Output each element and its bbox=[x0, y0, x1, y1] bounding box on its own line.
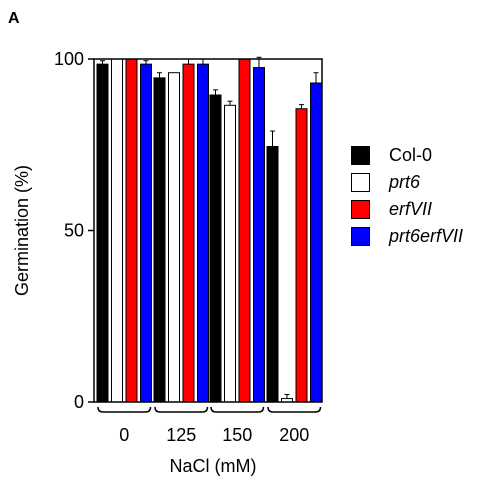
legend-swatch-erfVII bbox=[351, 200, 370, 219]
y-axis-label: Germination (%) bbox=[12, 165, 32, 296]
legend-item-Col-0: Col-0 bbox=[351, 142, 463, 169]
bar-Col-0-0 bbox=[96, 63, 109, 403]
legend-item-prt6: prt6 bbox=[351, 169, 463, 196]
bar-prt6erfVII-200 bbox=[310, 82, 322, 403]
group-bracket-0 bbox=[97, 406, 152, 413]
legend-label-erfVII: erfVII bbox=[389, 199, 433, 219]
group-bracket-125 bbox=[154, 406, 209, 413]
bar-erfVII-200 bbox=[295, 108, 308, 403]
group-bracket-150 bbox=[210, 406, 265, 413]
x-tick-label-150: 150 bbox=[222, 425, 252, 445]
bar-Col-0-150 bbox=[209, 94, 222, 403]
bar-prt6erfVII-150 bbox=[253, 67, 265, 403]
bar-Col-0-125 bbox=[153, 77, 166, 403]
legend-item-erfVII: erfVII bbox=[351, 196, 463, 223]
y-tick-label-0: 0 bbox=[74, 392, 84, 412]
group-bracket-200 bbox=[267, 406, 322, 413]
bar-prt6-125 bbox=[168, 72, 180, 403]
bar-prt6-0 bbox=[111, 58, 123, 403]
y-tick-label-100: 100 bbox=[54, 49, 84, 69]
y-tick-label-50: 50 bbox=[64, 221, 84, 241]
bar-prt6-150 bbox=[224, 104, 236, 403]
legend: Col-0 prt6 erfVII prt6erfVII bbox=[351, 142, 463, 250]
legend-label-prt6: prt6 bbox=[389, 172, 421, 192]
x-tick-label-125: 125 bbox=[166, 425, 196, 445]
bar-erfVII-150 bbox=[238, 58, 251, 403]
x-tick-label-200: 200 bbox=[279, 425, 309, 445]
bar-erfVII-0 bbox=[125, 58, 138, 403]
panel-label: A bbox=[8, 10, 20, 27]
legend-label-Col-0: Col-0 bbox=[389, 145, 433, 165]
bar-prt6erfVII-125 bbox=[197, 63, 209, 403]
bar-erfVII-125 bbox=[182, 63, 195, 403]
legend-swatch-Col-0 bbox=[351, 146, 370, 165]
bar-prt6erfVII-0 bbox=[140, 63, 152, 403]
legend-item-prt6erfVII: prt6erfVII bbox=[351, 223, 463, 250]
legend-swatch-prt6erfVII bbox=[351, 227, 370, 246]
bar-Col-0-200 bbox=[266, 145, 279, 403]
x-axis-label: NaCl (mM) bbox=[170, 456, 257, 476]
legend-swatch-prt6 bbox=[351, 173, 370, 192]
x-tick-label-0: 0 bbox=[119, 425, 129, 445]
legend-label-prt6erfVII: prt6erfVII bbox=[389, 226, 464, 246]
